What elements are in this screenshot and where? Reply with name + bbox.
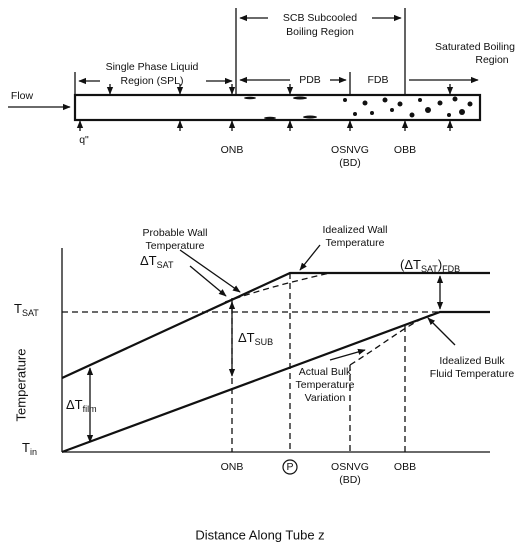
leader [180,250,240,292]
label-base: T [14,301,22,316]
leader [428,318,455,345]
x-point-label: P [286,461,293,473]
leader [300,245,320,270]
leader [190,266,226,296]
label-base: ΔT [238,330,255,345]
x-point-label: ONB [221,461,244,473]
annotation: Probable Wall [143,227,208,239]
label-sub: SAT [421,264,438,274]
region-label: PDB [299,74,321,86]
annotation: Temperature [296,379,355,391]
region-label: FDB [368,74,389,86]
label-sub: SUB [255,337,274,347]
dt-sat-fdb-label: (ΔTSAT)FDB [400,257,460,274]
annotation: Actual Bulk [299,366,352,378]
point-label: OSNVG [331,144,369,156]
region-label: Region (SPL) [120,75,183,87]
label-base: T [22,440,30,455]
point-label: (BD) [339,157,361,169]
label-sub: film [83,404,97,414]
region-label: Region [475,54,508,66]
bulk-temperature [62,312,490,452]
annotation: Idealized Bulk [439,355,505,367]
x-point-label: OBB [394,461,416,473]
label-base: ΔT [66,397,83,412]
region-label: SCB Subcooled [283,12,357,24]
annotation: Variation [305,392,346,404]
wall-temperature [62,273,490,378]
label-sub: SAT [157,260,174,270]
actual-bulk-curve [350,312,440,365]
x-point-label: OSNVG [331,461,369,473]
page: SCB Subcooled Boiling Region Saturated B… [0,0,526,548]
t-sat-label: TSAT [14,301,39,318]
region-label: Single Phase Liquid [106,61,199,73]
point-label: OBB [394,144,416,156]
annotation: Temperature [146,240,205,252]
region-label: Boiling Region [286,26,354,38]
label-base: ΔT [140,253,157,268]
label-sub: FDB [442,264,460,274]
probable-wall-curve [225,273,330,302]
x-axis-label: Distance Along Tube z [195,527,324,542]
y-axis-label: Temperature [13,349,28,422]
diagram: SCB Subcooled Boiling Region Saturated B… [0,0,526,548]
flow-label: Flow [11,90,34,102]
dt-sat-label: ΔTSAT [140,253,174,270]
heat-flux-label: q" [79,134,89,146]
x-point-label: (BD) [339,474,361,486]
dt-sub-label: ΔTSUB [238,330,273,347]
dt-film-label: ΔTfilm [66,397,97,414]
label-base: (ΔT [400,257,421,272]
bubbles [244,97,473,120]
label-sub: SAT [22,308,39,318]
temperature-graph: Probable Wall Temperature Idealized Wall… [13,224,514,543]
t-in-label: Tin [22,440,37,457]
annotation: Idealized Wall [323,224,388,236]
annotation: Fluid Temperature [430,368,515,380]
tube-section: SCB Subcooled Boiling Region Saturated B… [8,8,515,169]
point-label: ONB [221,144,244,156]
heat-flux-arrows [80,84,450,131]
label-sub: in [30,447,37,457]
annotation: Temperature [326,237,385,249]
region-label: Saturated Boiling [435,41,515,53]
